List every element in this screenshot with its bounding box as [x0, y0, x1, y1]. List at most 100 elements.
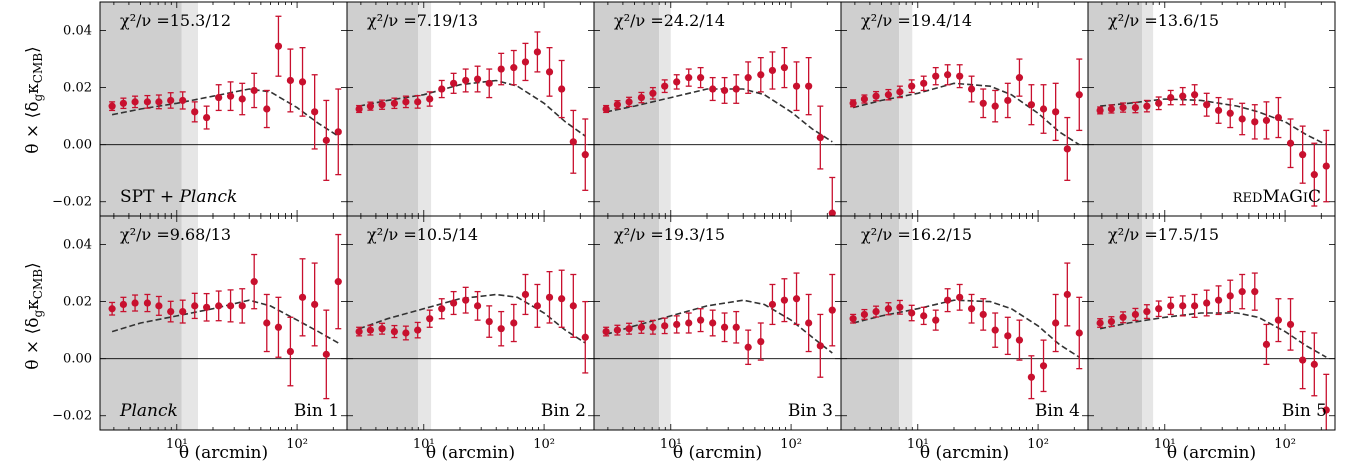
x-axis-label: θ (arcmin) [179, 443, 268, 463]
marker [1131, 103, 1140, 112]
model-curve [852, 299, 1080, 358]
marker [1299, 356, 1307, 364]
marker [896, 88, 904, 96]
data-point [1238, 102, 1246, 136]
scale-mask-light [418, 216, 432, 430]
data-point [744, 61, 752, 94]
marker [1039, 362, 1048, 370]
marker [849, 99, 857, 107]
marker [533, 48, 542, 56]
marker [1004, 332, 1012, 340]
data-point [849, 99, 857, 108]
marker [1143, 102, 1151, 110]
scale-mask-light [659, 2, 671, 216]
marker [473, 302, 482, 310]
marker [860, 95, 869, 103]
marker [792, 295, 801, 303]
marker [1015, 336, 1024, 344]
data-point [311, 262, 319, 347]
marker [485, 79, 493, 87]
plot-area [841, 2, 1088, 216]
marker [311, 108, 319, 116]
marker [1322, 162, 1330, 170]
data-point [1179, 295, 1187, 317]
data-point [298, 258, 307, 337]
marker [602, 105, 610, 113]
data-point [956, 283, 964, 311]
data-point [226, 81, 235, 112]
marker [1286, 320, 1295, 329]
marker [1096, 319, 1104, 327]
data-point [1155, 96, 1163, 111]
marker [1119, 103, 1127, 112]
data-point [263, 293, 271, 353]
data-point [637, 91, 646, 104]
marker [1052, 108, 1060, 116]
data-point [908, 304, 916, 322]
data-point [414, 94, 422, 109]
marker [510, 319, 518, 327]
model-curve [111, 88, 339, 137]
marker [250, 86, 258, 95]
marker [581, 333, 589, 341]
data-point [322, 99, 330, 181]
marker [805, 319, 813, 327]
marker [414, 326, 422, 334]
marker [732, 85, 740, 93]
chi2-label: χ²/ν =17.5/15 [1108, 225, 1219, 244]
data-point [1299, 125, 1307, 184]
marker [274, 323, 283, 331]
data-point [792, 61, 801, 112]
data-point [896, 299, 904, 315]
data-point [378, 99, 386, 110]
marker [768, 66, 777, 75]
data-point [979, 88, 987, 119]
data-point [1203, 289, 1211, 317]
chi2-label: χ²/ν =19.4/14 [861, 11, 972, 30]
chi2-label: χ²/ν =10.5/14 [367, 225, 478, 244]
chi2-label: χ²/ν =16.2/15 [861, 225, 972, 244]
marker [685, 74, 693, 82]
data-point [1155, 300, 1163, 318]
x-tick-label: 10² [1027, 437, 1049, 452]
marker [805, 82, 813, 90]
y-tick-label: −0.02 [52, 409, 92, 424]
data-point [625, 96, 633, 108]
chi2-label: χ²/ν =24.2/14 [614, 11, 725, 30]
data-point [510, 49, 518, 86]
marker [131, 98, 139, 106]
y-tick-label: −0.02 [52, 195, 92, 210]
data-point [1203, 92, 1211, 117]
marker [884, 305, 893, 313]
marker [426, 315, 434, 323]
marker [167, 96, 175, 105]
data-point [1310, 332, 1318, 397]
data-point [450, 290, 458, 316]
marker [792, 82, 801, 90]
marker [1167, 302, 1175, 310]
marker [1075, 329, 1083, 337]
marker [143, 98, 152, 106]
marker [744, 343, 752, 351]
marker [497, 65, 505, 73]
bin-label: Bin 5 [1282, 401, 1327, 421]
marker [215, 302, 223, 310]
marker [1226, 292, 1234, 300]
data-point [1096, 106, 1104, 115]
data-point [1251, 272, 1259, 311]
data-point [521, 42, 530, 82]
marker [625, 325, 633, 333]
plot-area [841, 216, 1088, 430]
data-point [780, 278, 789, 323]
data-point [991, 312, 999, 348]
data-point [274, 296, 283, 358]
data-point [298, 47, 307, 117]
data-point [1238, 273, 1246, 310]
data-point [744, 329, 752, 366]
marker [979, 310, 987, 319]
data-point [215, 290, 223, 322]
marker [816, 342, 824, 350]
marker [1262, 116, 1271, 125]
model-curve [1099, 312, 1327, 358]
